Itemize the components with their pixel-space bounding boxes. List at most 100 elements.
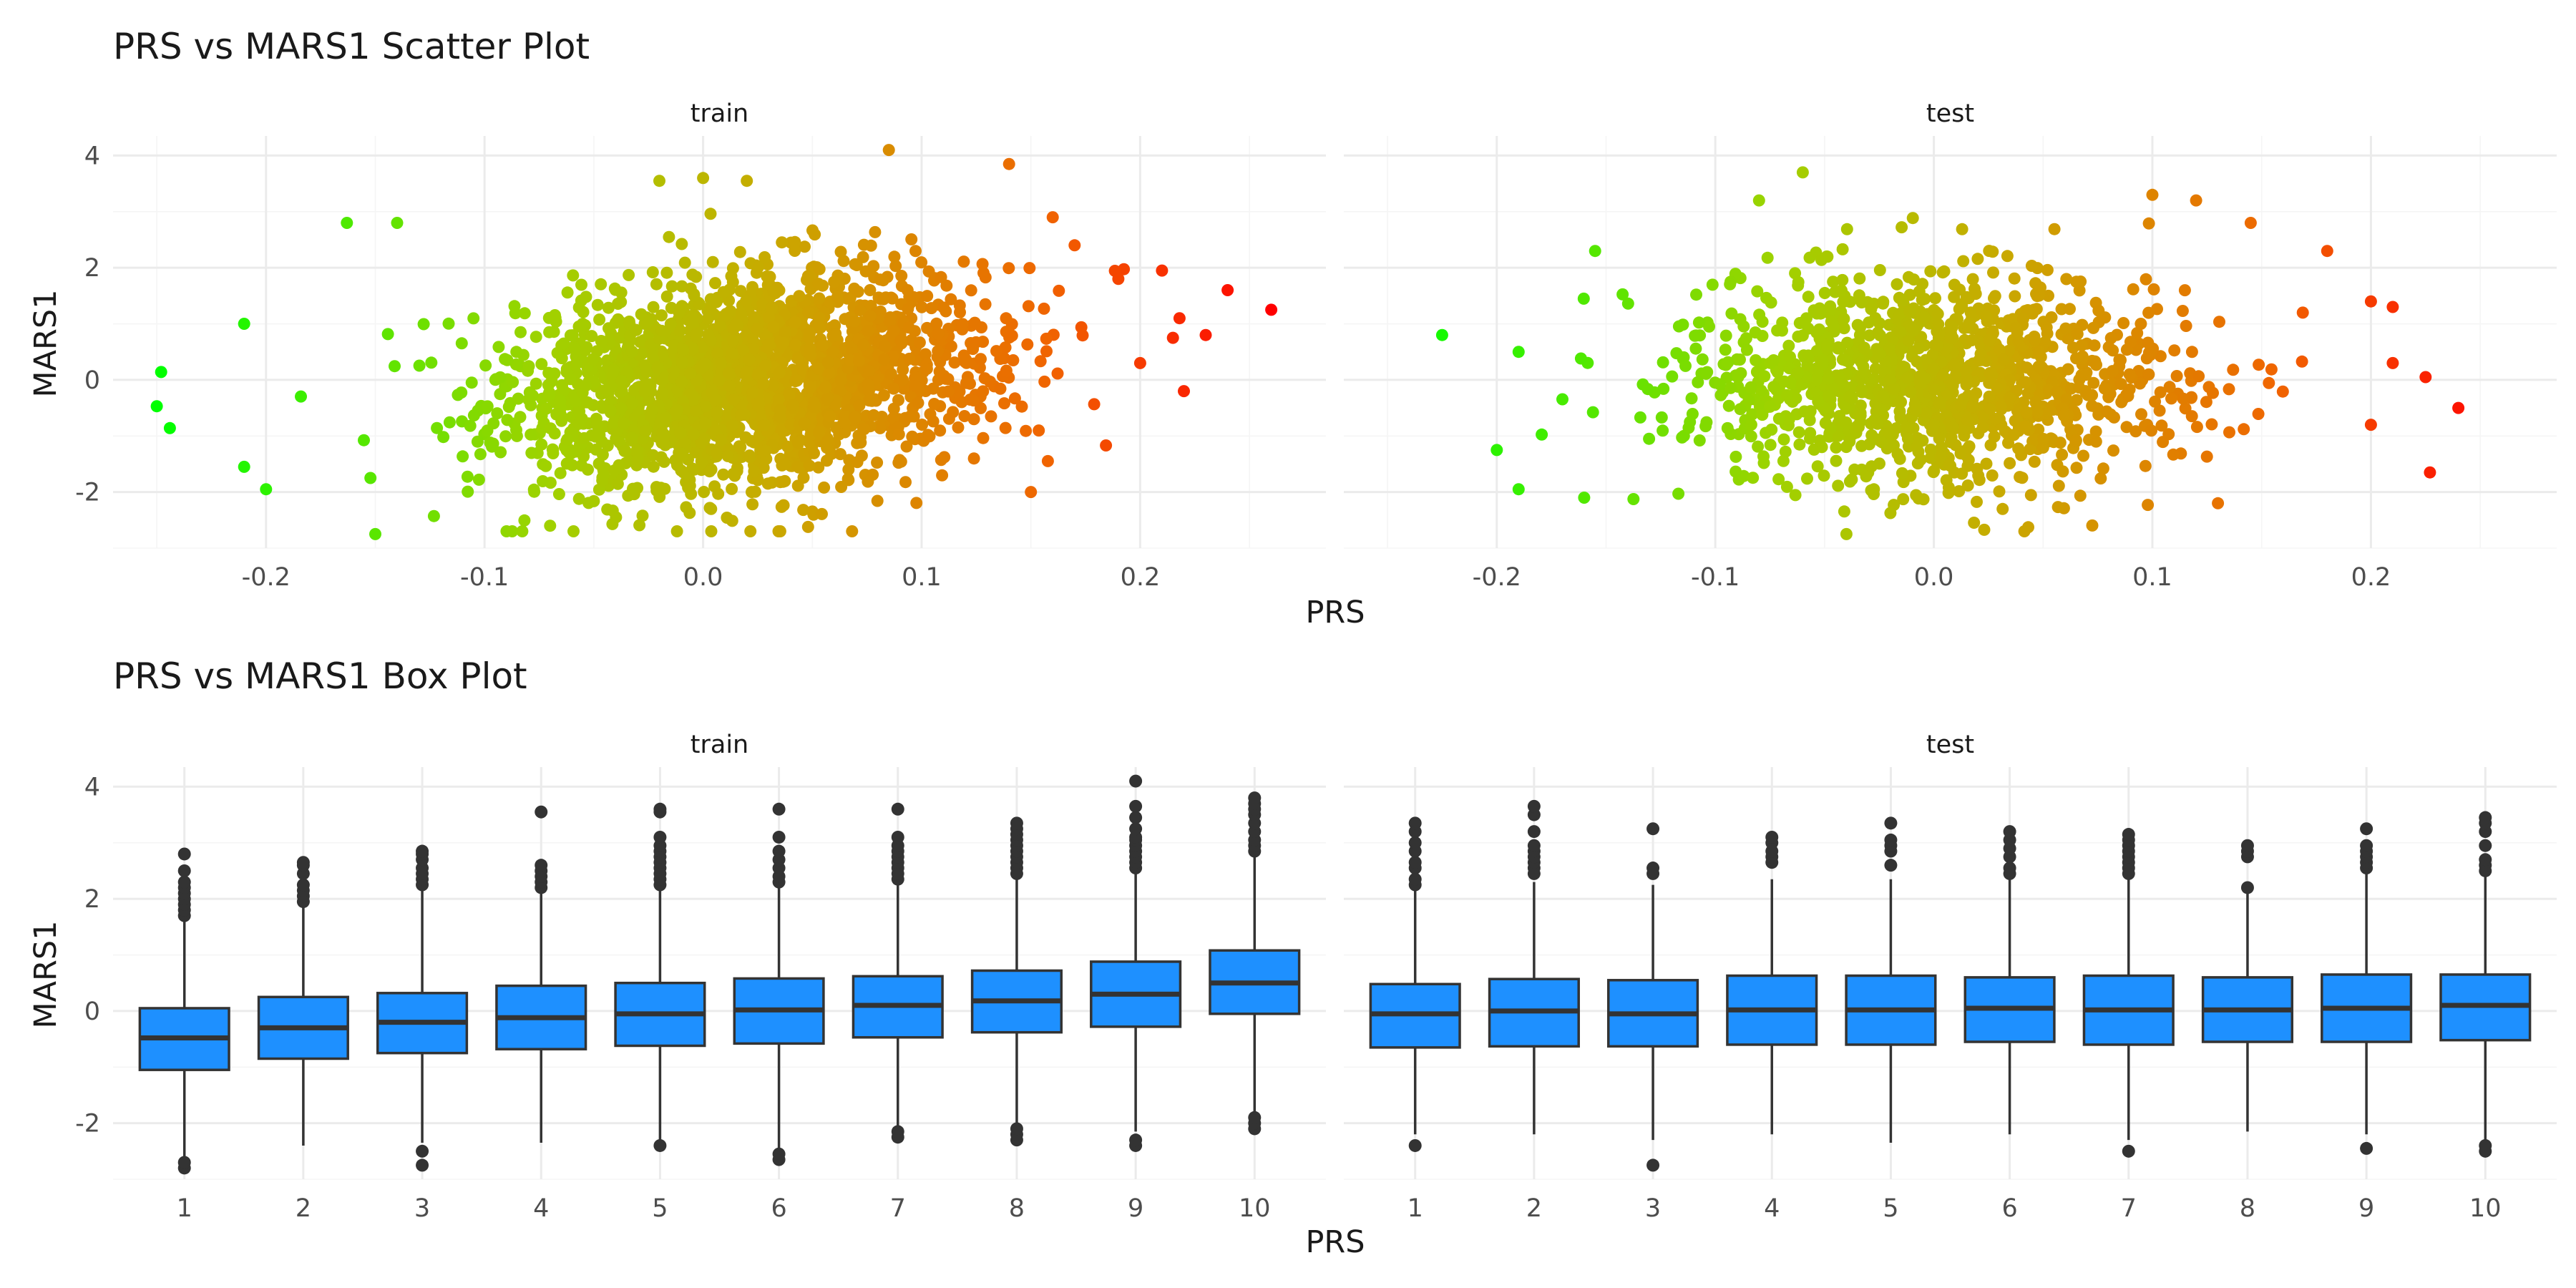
scatter-point <box>789 235 801 248</box>
scatter-point <box>990 345 1002 358</box>
scatter-point <box>676 449 689 462</box>
box-outlier <box>772 1147 786 1161</box>
scatter-point <box>726 482 738 495</box>
scatter-point <box>863 394 876 407</box>
box-test-9 <box>2321 822 2413 1155</box>
scatter-point <box>1838 322 1850 335</box>
scatter-point <box>442 317 455 330</box>
scatter-point <box>915 256 928 269</box>
scatter-point <box>793 290 806 303</box>
scatter-point <box>1041 454 1054 467</box>
scatter-point <box>849 411 861 424</box>
scatter-point <box>2154 386 2167 399</box>
scatter-point <box>655 309 668 322</box>
scatter-point <box>1875 436 1888 449</box>
scatter-point <box>633 519 646 532</box>
scatter-point <box>1578 492 1591 504</box>
scatter-point <box>2142 346 2155 359</box>
scatter-point <box>841 472 854 485</box>
box-test-x-tick-label: 4 <box>1764 1194 1780 1223</box>
scatter-point <box>712 487 725 500</box>
scatter-point <box>1971 253 1984 265</box>
box-outlier <box>1527 799 1541 813</box>
box-outlier <box>1884 859 1898 872</box>
scatter-point <box>639 425 652 438</box>
scatter-point <box>597 469 610 482</box>
scatter-point <box>1984 403 1996 416</box>
scatter-point <box>2003 344 2015 357</box>
scatter-point <box>491 407 504 420</box>
scatter-point <box>726 419 738 432</box>
scatter-point <box>2146 188 2159 201</box>
scatter-point <box>2036 441 2049 454</box>
scatter-point <box>1924 265 1937 278</box>
scatter-point <box>1749 326 1762 339</box>
scatter-point <box>1971 495 1983 508</box>
scatter-point <box>636 509 649 522</box>
scatter-point <box>900 440 913 453</box>
scatter-point <box>547 444 560 457</box>
scatter-point <box>835 481 848 493</box>
scatter-point <box>1491 444 1503 457</box>
box-outlier <box>2479 853 2492 867</box>
box-train-x-tick-label: 7 <box>890 1194 906 1223</box>
scatter-point <box>1040 345 1053 358</box>
box-outlier <box>177 875 191 889</box>
scatter-test-x-tick-label: 0.1 <box>2132 563 2172 592</box>
scatter-point <box>2142 306 2155 319</box>
scatter-point <box>864 284 877 296</box>
scatter-point <box>789 338 802 351</box>
scatter-point <box>2016 472 2029 484</box>
scatter-point <box>1828 321 1840 333</box>
scatter-point <box>1023 262 1036 275</box>
scatter-point <box>499 430 512 443</box>
scatter-point <box>1815 253 1828 266</box>
scatter-point <box>506 525 519 537</box>
scatter-point <box>699 417 712 430</box>
scatter-point <box>758 251 771 263</box>
scatter-point <box>998 397 1010 410</box>
scatter-point <box>721 449 734 462</box>
scatter-point <box>1983 334 1996 347</box>
scatter-point <box>364 472 377 484</box>
scatter-point <box>1002 157 1015 170</box>
scatter-point <box>2207 386 2219 399</box>
box-test-x-tick-label: 3 <box>1645 1194 1661 1223</box>
scatter-point <box>1893 405 1906 418</box>
scatter-point <box>1968 517 1981 529</box>
scatter-point <box>2104 332 2117 344</box>
scatter-point <box>2057 409 2070 422</box>
scatter-point <box>2070 352 2082 365</box>
scatter-point <box>1824 300 1837 313</box>
scatter-point <box>1944 459 1957 472</box>
scatter-point <box>2223 383 2235 396</box>
scatter-point <box>1814 306 1827 318</box>
scatter-point <box>638 386 651 398</box>
scatter-point <box>1953 485 1966 497</box>
box-outlier <box>2003 825 2016 839</box>
scatter-point <box>874 421 887 434</box>
scatter-point <box>455 386 468 399</box>
scatter-point <box>1883 342 1896 355</box>
scatter-point <box>711 347 724 359</box>
scatter-point <box>2004 457 2016 469</box>
scatter-point <box>839 416 852 429</box>
scatter-point <box>747 343 760 356</box>
box-outlier <box>416 844 429 858</box>
scatter-point <box>1740 332 1752 345</box>
scatter-point <box>1166 331 1179 344</box>
scatter-point <box>670 459 683 472</box>
scatter-point <box>1830 441 1843 454</box>
scatter-point <box>1641 383 1654 396</box>
scatter-point <box>806 224 819 237</box>
scatter-point <box>871 457 884 469</box>
scatter-point <box>2052 479 2065 492</box>
box-train-5 <box>614 802 706 1152</box>
scatter-point <box>777 499 790 512</box>
scatter-point <box>759 359 772 372</box>
scatter-point <box>544 519 557 532</box>
box-test-5 <box>1845 816 1937 1143</box>
scatter-point <box>2265 363 2278 376</box>
scatter-point <box>1000 364 1013 377</box>
scatter-train-y-tick-label: 0 <box>84 366 100 395</box>
